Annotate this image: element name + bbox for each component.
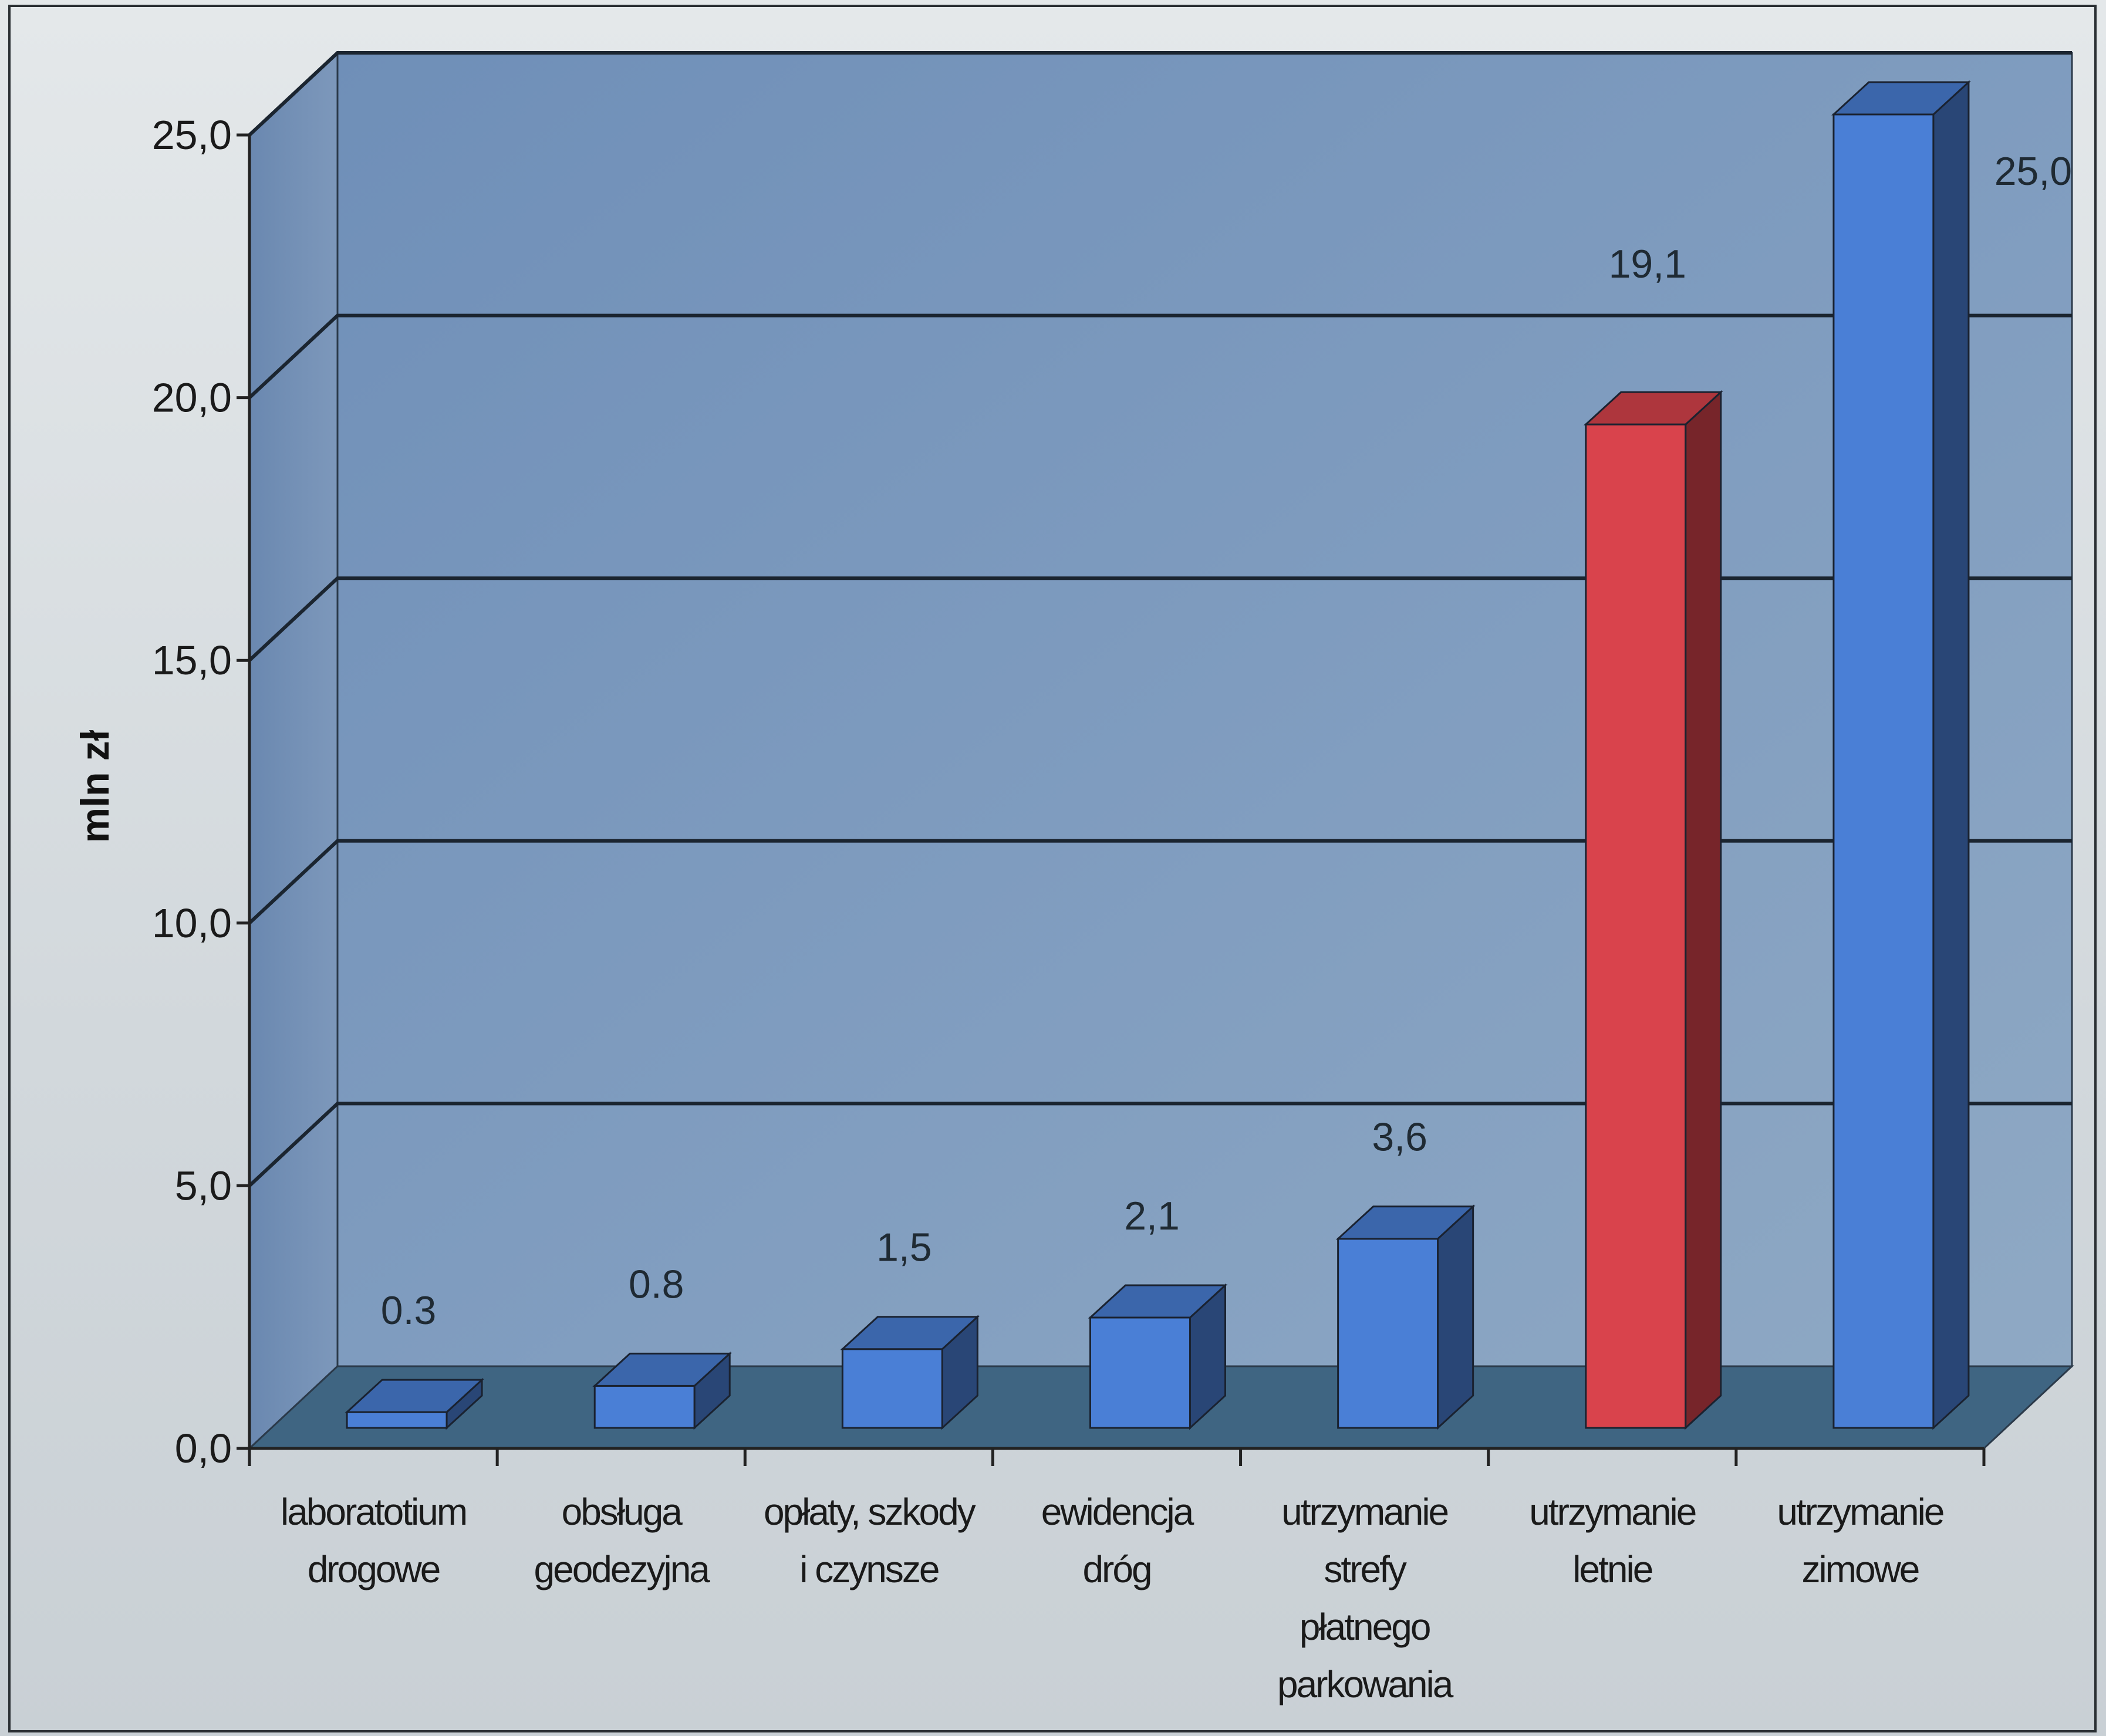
bar (1585, 423, 1687, 1429)
x-tick-label: opłaty, szkody i czynsze (764, 1491, 976, 1590)
y-tick-label: 10,0 (152, 900, 232, 946)
data-label: 3,6 (1372, 1115, 1427, 1160)
bar (346, 1411, 448, 1429)
y-tick-label: 5,0 (175, 1163, 232, 1208)
bar-side (1932, 80, 1970, 1430)
bar-top (1831, 81, 1971, 116)
x-tick-label: utrzymanie letnie (1529, 1491, 1695, 1590)
x-tick-label: ewidencja dróg (1041, 1491, 1194, 1590)
x-tick-label-line: utrzymanie (1777, 1491, 1943, 1533)
x-tick-label-line: strefy (1324, 1548, 1406, 1590)
x-tick-label: utrzymanie zimowe (1777, 1491, 1943, 1590)
x-tick-label-line: geodezyjna (534, 1548, 711, 1590)
x-tick-label-line: i czynsze (799, 1548, 939, 1590)
x-tick-label-line: drogowe (308, 1548, 440, 1590)
bar (1089, 1316, 1191, 1429)
gridline (248, 576, 2072, 662)
y-axis-title: mln zł (73, 730, 117, 843)
x-tick-label: obsługa geodezyjna (534, 1491, 711, 1590)
side-wall (248, 50, 339, 1451)
x-tick-label-line: obsługa (562, 1491, 683, 1533)
bar (1337, 1238, 1439, 1429)
x-tick-label-line: płatnego (1300, 1606, 1430, 1648)
y-tick-label: 20,0 (152, 375, 232, 421)
x-tick-label-line: laboratotium (281, 1491, 466, 1533)
bar-top (840, 1316, 980, 1350)
data-label: 2,1 (1124, 1194, 1180, 1238)
bar-side (1685, 390, 1722, 1430)
gridline (248, 313, 2072, 399)
bar-top (1088, 1284, 1228, 1319)
chart-frame (8, 5, 2097, 1732)
x-tick-label-line: zimowe (1801, 1548, 1918, 1590)
x-tick-label-line: ewidencja (1041, 1491, 1194, 1533)
y-tick-label: 0,0 (175, 1426, 232, 1471)
gridline (248, 51, 2072, 137)
x-tick-label-line: letnie (1572, 1548, 1652, 1590)
x-tick-label: utrzymanie strefy płatnego parkowania (1277, 1491, 1454, 1705)
gridline (248, 839, 2072, 924)
bar-top (1335, 1205, 1476, 1240)
x-tick-label-line: utrzymanie (1529, 1491, 1695, 1533)
bar-top (345, 1379, 484, 1413)
bar (841, 1348, 943, 1429)
x-tick-label-line: utrzymanie (1281, 1491, 1447, 1533)
data-label: 0.3 (381, 1288, 437, 1333)
bar-top (592, 1352, 733, 1387)
bar (1832, 113, 1935, 1429)
x-tick-label-line: dróg (1082, 1548, 1150, 1590)
x-tick-label-line: opłaty, szkody (764, 1491, 976, 1533)
gridline (248, 1102, 2072, 1187)
data-label: 25,0 (1994, 149, 2072, 194)
y-tick-label: 15,0 (152, 637, 232, 683)
y-tick-label: 25,0 (152, 112, 232, 158)
x-tick-label: laboratotium drogowe (281, 1491, 466, 1590)
data-label: 0.8 (629, 1262, 684, 1306)
bar-top (1583, 391, 1723, 425)
bar-side (1437, 1204, 1474, 1430)
data-label: 19,1 (1609, 242, 1686, 286)
back-wall (336, 52, 2073, 1367)
x-tick-label-line: parkowania (1277, 1663, 1454, 1705)
data-label: 1,5 (876, 1225, 932, 1270)
bar (593, 1384, 696, 1429)
